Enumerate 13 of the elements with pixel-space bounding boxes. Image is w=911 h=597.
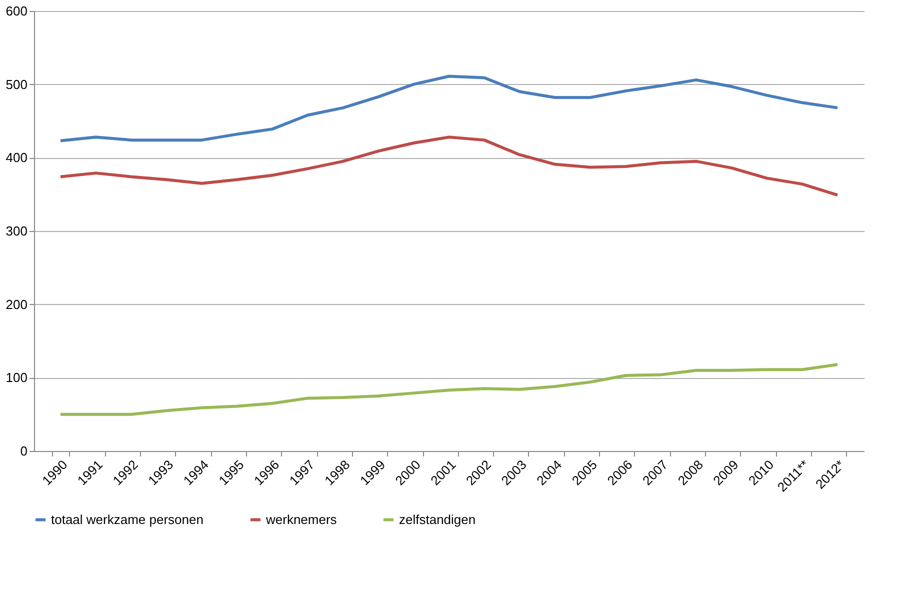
y-tick-label: 300: [6, 224, 28, 238]
y-tick-label: 400: [6, 150, 28, 166]
y-tick-label: 500: [6, 76, 28, 92]
legend-label: zelfstandigen: [399, 512, 476, 527]
legend-label: totaal werkzame personen: [51, 512, 204, 527]
y-tick-label: 200: [6, 296, 28, 312]
y-tick-label: 100: [6, 370, 28, 386]
y-tick-label: 600: [6, 4, 28, 18]
line-series: [58, 362, 840, 416]
line-series: [58, 74, 840, 142]
y-tick-label: 0: [20, 444, 28, 458]
legend-label: werknemers: [265, 512, 338, 527]
line-series: [58, 136, 840, 197]
